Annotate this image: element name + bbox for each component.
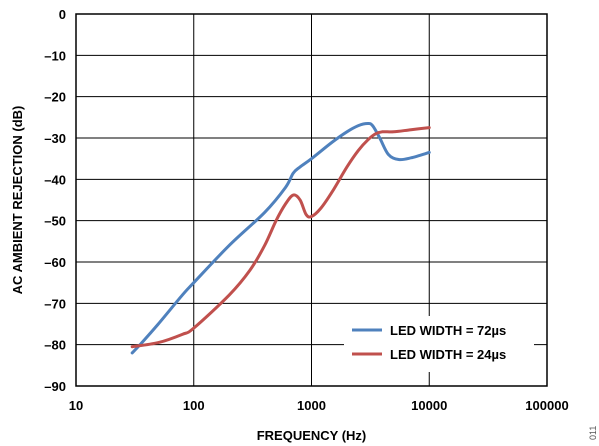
y-tick-label: –80: [44, 338, 66, 353]
y-tick-label: –70: [44, 296, 66, 311]
x-tick-label: 1000: [297, 398, 326, 413]
series-lines: [130, 122, 431, 355]
y-tick-labels: 0 –10 –20 –30 –40 –50 –60 –70 –80 –90: [44, 7, 66, 394]
y-tick-label: –40: [44, 172, 66, 187]
legend-label-1: LED WIDTH = 72µs: [390, 323, 506, 338]
x-tick-labels: 10 100 1000 10000 100000: [69, 398, 569, 413]
x-tick-label: 10000: [411, 398, 447, 413]
legend-box: [344, 316, 534, 372]
x-tick-label: 10: [69, 398, 83, 413]
series-line-1: [130, 122, 431, 355]
y-tick-label: –30: [44, 131, 66, 146]
x-axis-label: FREQUENCY (Hz): [257, 428, 367, 443]
legend-label-2: LED WIDTH = 24µs: [390, 347, 506, 362]
plot-frame: [75, 13, 548, 387]
y-tick-label: –20: [44, 90, 66, 105]
legend: LED WIDTH = 72µs LED WIDTH = 24µs: [344, 316, 534, 372]
x-tick-label: 100000: [525, 398, 568, 413]
y-tick-label: –90: [44, 379, 66, 394]
y-tick-label: 0: [59, 7, 66, 22]
figure-id: 011: [588, 426, 598, 440]
y-tick-label: –10: [44, 48, 66, 63]
x-tick-label: 100: [183, 398, 205, 413]
y-axis-label: AC AMBIENT REJECTION (dB): [10, 106, 25, 295]
y-tick-label: –60: [44, 255, 66, 270]
series-line-2: [130, 126, 431, 349]
y-tick-label: –50: [44, 214, 66, 229]
